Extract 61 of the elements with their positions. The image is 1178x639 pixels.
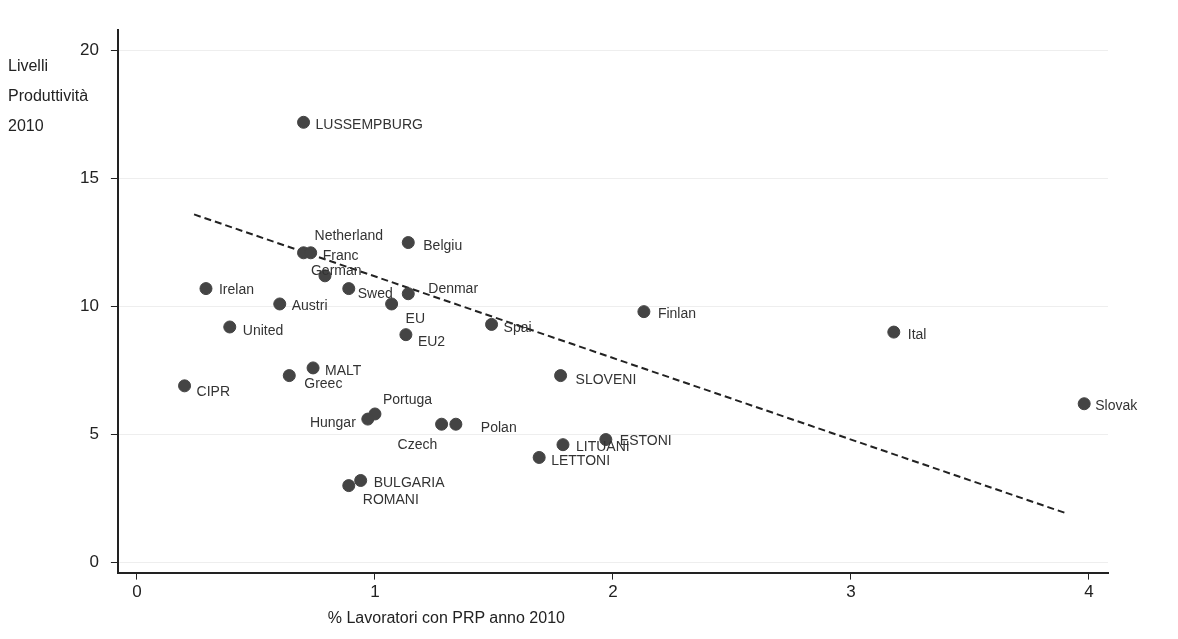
point (385, 297, 399, 311)
point (306, 361, 320, 375)
annotation: Franc (322, 246, 359, 263)
x-axis-title: % Lavoratori con PRP anno 2010 (327, 609, 566, 627)
annotation: SLOVENI (575, 371, 637, 388)
annotation: Czech (397, 436, 438, 453)
annotation: Polan (480, 419, 517, 436)
point (199, 282, 213, 296)
point (485, 317, 499, 331)
point (435, 417, 449, 431)
point (556, 438, 570, 452)
point (178, 379, 192, 393)
y-tick-label: 10 (79, 296, 99, 316)
x-tick-label: 0 (132, 582, 142, 602)
point (342, 479, 356, 493)
annotation: EU (405, 309, 426, 326)
annotation: EU2 (417, 332, 446, 349)
annotation: Netherland (314, 226, 384, 243)
annotation: LETTONI (551, 452, 611, 469)
annotation: LUSSEMPBURG (315, 116, 423, 133)
x-tick-label: 2 (608, 582, 618, 602)
annotation: BULGARIA (373, 474, 446, 491)
annotation: CIPR (196, 382, 230, 399)
y-tick-label: 5 (89, 424, 99, 444)
point (273, 297, 287, 311)
point (399, 328, 413, 342)
annotation: Denmar (428, 279, 479, 296)
annotation: ROMANI (362, 491, 419, 508)
x-tick-label: 3 (846, 582, 856, 602)
annotation: Belgiu (423, 237, 463, 254)
annotation: Portuga (382, 390, 433, 407)
point (449, 417, 463, 431)
point (532, 450, 546, 464)
annotation: Hungar (309, 413, 357, 430)
point (342, 282, 356, 296)
annotation: Irelan (218, 281, 254, 298)
point (354, 473, 368, 487)
point (282, 369, 296, 383)
annotation: Greec (304, 375, 343, 392)
x-tick-label: 1 (370, 582, 380, 602)
y-tick-label: 15 (79, 168, 99, 188)
point (297, 115, 311, 129)
point (887, 325, 901, 339)
point (361, 412, 375, 426)
annotation: Austri (291, 296, 328, 313)
point (304, 246, 318, 260)
annotation: Slovak (1095, 396, 1139, 413)
point (1077, 397, 1091, 411)
annotation: Swed (357, 285, 393, 302)
point (401, 287, 415, 301)
point (637, 305, 651, 319)
x-tick-label: 4 (1084, 582, 1094, 602)
annotation: United (242, 321, 284, 338)
annotation: MALT (325, 361, 362, 378)
point (554, 369, 568, 383)
annotation: Ital (907, 325, 927, 342)
annotation: Finlan (657, 305, 697, 322)
annotation: Spai (503, 319, 532, 336)
point (401, 236, 415, 250)
point (223, 320, 237, 334)
y-tick-label: 0 (89, 552, 99, 572)
